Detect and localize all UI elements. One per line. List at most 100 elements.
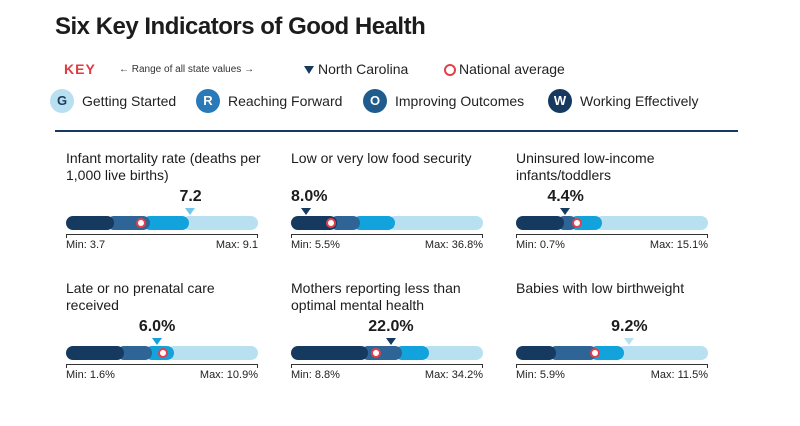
- range-segment-steel-blue: [330, 216, 361, 230]
- nc-marker-icon: [560, 208, 571, 215]
- min-value-label: Min: 8.8%: [291, 369, 340, 381]
- range-bar: [516, 346, 708, 360]
- range-bar: [291, 216, 483, 230]
- section-divider: [55, 130, 738, 132]
- range-segment-light-blue: [616, 346, 708, 360]
- min-value-label: Min: 0.7%: [516, 239, 565, 251]
- national-average-marker: [158, 348, 169, 358]
- national-average-marker: [325, 218, 336, 228]
- indicator-title: Babies with low birthweight: [516, 280, 685, 296]
- range-axis: [516, 234, 708, 235]
- axis-tick-min: [66, 234, 67, 238]
- stage-label: Improving Outcomes: [395, 93, 525, 109]
- indicator-panel: Babies with low birthweight 9.2% Min: 5.9%…: [516, 280, 716, 400]
- range-axis: [66, 234, 258, 235]
- national-average-marker: [572, 218, 583, 228]
- max-value-label: Max: 9.1: [215, 239, 258, 251]
- range-axis: [516, 364, 708, 365]
- national-average-marker: [135, 218, 146, 228]
- nc-marker-icon: [385, 338, 396, 345]
- nc-value-label: 9.2%: [611, 318, 648, 335]
- min-value-label: Min: 5.5%: [291, 239, 340, 251]
- indicator-panel: Uninsured low-income infants/toddlers 4.4…: [516, 150, 716, 270]
- axis-tick-max: [257, 234, 258, 238]
- nc-legend-label: North Carolina: [318, 61, 409, 77]
- improving-outcomes-badge-icon: O: [363, 89, 387, 113]
- axis-tick-max: [482, 234, 483, 238]
- range-bar: [66, 216, 258, 230]
- range-segment-light-blue: [595, 216, 708, 230]
- axis-tick-min: [516, 234, 517, 238]
- nc-value-label: 8.0%: [291, 188, 328, 205]
- range-axis: [66, 364, 258, 365]
- range-segment-dark-navy: [291, 216, 338, 230]
- max-value-label: Max: 15.1%: [649, 239, 708, 251]
- range-segment-light-blue: [422, 346, 483, 360]
- range-segment-bright-blue: [143, 216, 189, 230]
- getting-started-badge-icon: G: [50, 89, 74, 113]
- legend-key: KEY ← Range of all state values → North …: [64, 60, 744, 80]
- nc-marker-icon: [185, 208, 196, 215]
- range-segment-light-blue: [181, 216, 258, 230]
- axis-tick-max: [707, 364, 708, 368]
- range-axis: [291, 234, 483, 235]
- axis-tick-max: [482, 364, 483, 368]
- range-segment-dark-navy: [516, 346, 557, 360]
- working-effectively-badge-icon: W: [548, 89, 572, 113]
- range-bar: [516, 216, 708, 230]
- axis-tick-max: [257, 364, 258, 368]
- indicator-panel: Mothers reporting less than optimal ment…: [291, 280, 491, 400]
- range-axis: [291, 364, 483, 365]
- min-value-label: Min: 5.9%: [516, 369, 565, 381]
- stage-label: Getting Started: [82, 93, 177, 109]
- axis-tick-min: [516, 364, 517, 368]
- max-value-label: Max: 36.8%: [424, 239, 483, 251]
- range-segment-dark-navy: [66, 216, 114, 230]
- stage-label: Reaching Forward: [228, 93, 343, 109]
- indicator-panel: Low or very low food security 8.0% Min: 5.…: [291, 150, 491, 270]
- axis-tick-min: [291, 234, 292, 238]
- national-average-marker: [589, 348, 600, 358]
- nc-marker-icon: [301, 208, 312, 215]
- nc-value-label: 22.0%: [368, 318, 414, 335]
- axis-tick-min: [291, 364, 292, 368]
- range-segment-dark-navy: [291, 346, 368, 360]
- range-segment-light-blue: [166, 346, 258, 360]
- indicator-title: Uninsured low-income infants/toddlers: [516, 150, 655, 183]
- nc-marker-icon: [151, 338, 162, 345]
- reaching-forward-badge-icon: R: [196, 89, 220, 113]
- nc-marker-icon: [624, 338, 635, 345]
- national-average-icon: [444, 64, 456, 76]
- min-value-label: Min: 3.7: [66, 239, 106, 251]
- nc-value-label: 6.0%: [138, 318, 176, 335]
- range-segment-dark-navy: [516, 216, 564, 230]
- national-average-marker: [370, 348, 381, 358]
- indicator-panel: Late or no prenatal care received 6.0% Min…: [66, 280, 266, 400]
- range-segment-bright-blue: [395, 346, 430, 360]
- max-value-label: Max: 11.5%: [650, 369, 708, 381]
- indicator-panel: Infant mortality rate (deaths per 1,000 …: [66, 150, 266, 270]
- range-segment-bright-blue: [353, 216, 395, 230]
- indicator-title: Low or very low food security: [291, 150, 472, 166]
- key-label: KEY: [64, 61, 96, 77]
- nc-value-label: 7.2: [179, 188, 202, 205]
- max-value-label: Max: 10.9%: [199, 369, 258, 381]
- range-label: ← Range of all state values →: [119, 64, 255, 75]
- range-segment-steel-blue: [549, 346, 597, 360]
- national-average-label: National average: [459, 61, 565, 77]
- max-value-label: Max: 34.2%: [424, 369, 483, 381]
- nc-value-label: 4.4%: [547, 188, 584, 205]
- axis-tick-min: [66, 364, 67, 368]
- nc-marker-icon: [304, 66, 314, 74]
- stage-legend: G Getting Started R Reaching Forward O I…: [50, 88, 750, 116]
- page-title: Six Key Indicators of Good Health: [55, 13, 426, 40]
- range-segment-light-blue: [387, 216, 483, 230]
- range-bar: [66, 346, 258, 360]
- indicator-title: Infant mortality rate (deaths per 1,000 …: [66, 150, 261, 183]
- range-segment-steel-blue: [116, 346, 153, 360]
- range-segment-dark-navy: [66, 346, 124, 360]
- axis-tick-max: [707, 234, 708, 238]
- indicator-title: Mothers reporting less than optimal ment…: [291, 280, 461, 313]
- indicator-title: Late or no prenatal care received: [66, 280, 215, 313]
- stage-label: Working Effectively: [580, 93, 699, 109]
